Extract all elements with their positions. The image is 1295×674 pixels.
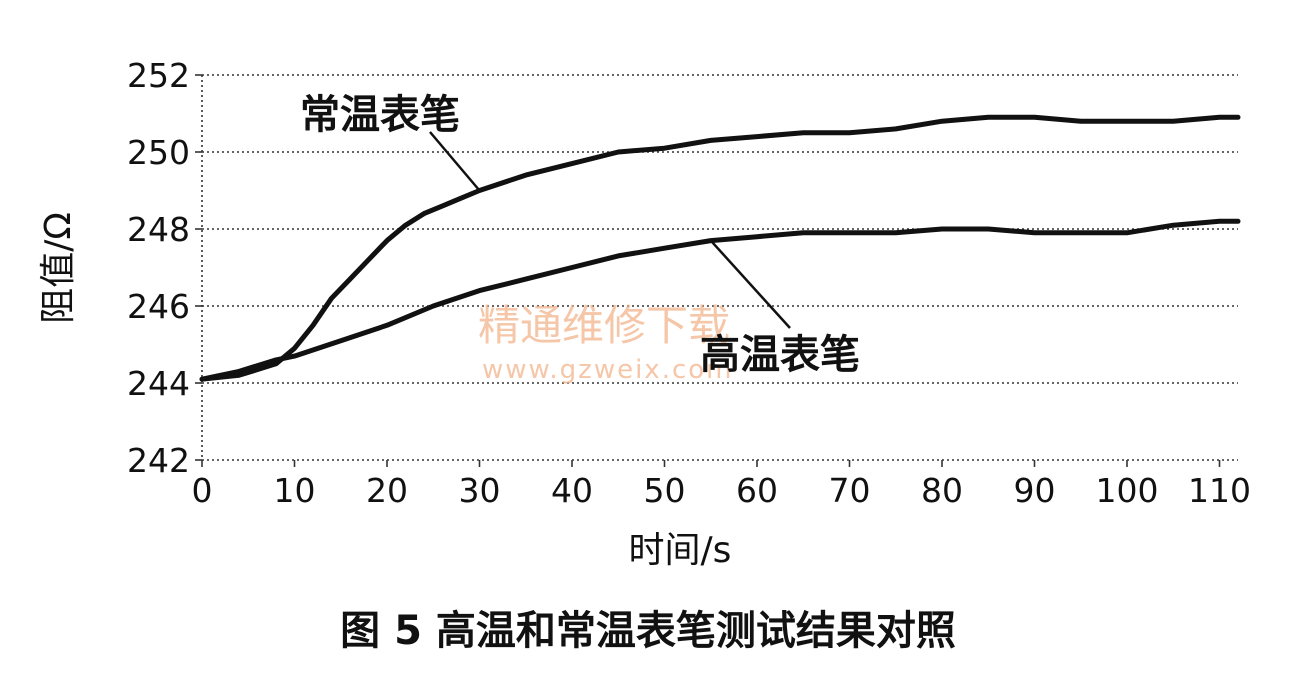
x-tick-label-80: 80 <box>921 471 963 510</box>
annotation-leader-line-normal <box>429 131 481 192</box>
y-tick-label-250: 250 <box>127 133 190 172</box>
annotation-leader-line-high <box>709 239 791 329</box>
x-axis-title: 时间/s <box>629 530 732 571</box>
x-tick-label-40: 40 <box>551 471 593 510</box>
series-line-normal-temp <box>199 114 1241 382</box>
x-tick-label-60: 60 <box>736 471 778 510</box>
watermark-text: 精通维修下载 <box>478 301 730 350</box>
x-tick-labels: 0 10 20 30 40 50 60 70 80 90 100 110 <box>192 460 1251 510</box>
y-tick-labels: 242 244 246 248 250 252 <box>127 56 202 480</box>
series-label-normal-temp-probe: 常温表笔 <box>300 92 460 138</box>
annotations: 常温表笔 高温表笔 <box>300 92 860 378</box>
x-tick-label-10: 10 <box>274 471 316 510</box>
axes <box>201 75 1238 461</box>
y-tick-label-248: 248 <box>127 210 190 249</box>
x-tick-label-50: 50 <box>644 471 686 510</box>
figure-caption: 图 5 高温和常温表笔测试结果对照 <box>340 608 956 654</box>
y-tick-label-244: 244 <box>127 364 190 403</box>
watermark: 精通维修下载 www.gzweix.com <box>478 301 734 385</box>
y-tick-label-242: 242 <box>127 441 190 480</box>
y-tick-label-246: 246 <box>127 287 190 326</box>
y-axis-title: 阻值/Ω <box>38 212 79 324</box>
y-tick-label-252: 252 <box>127 56 190 95</box>
x-tick-label-20: 20 <box>366 471 408 510</box>
series-label-high-temp-probe: 高温表笔 <box>700 332 860 378</box>
x-tick-label-100: 100 <box>1096 471 1159 510</box>
x-tick-label-70: 70 <box>829 471 871 510</box>
x-tick-label-0: 0 <box>192 471 213 510</box>
x-tick-label-110: 110 <box>1188 471 1251 510</box>
x-tick-label-90: 90 <box>1014 471 1056 510</box>
x-tick-label-30: 30 <box>459 471 501 510</box>
watermark-url: www.gzweix.com <box>482 355 734 385</box>
